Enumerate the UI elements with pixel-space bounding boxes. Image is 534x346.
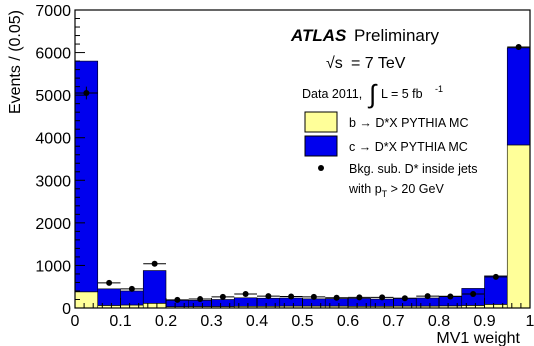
x-tick-label-1: 0.1 [109, 313, 131, 330]
data-point-0 [83, 90, 90, 97]
y-tick-label-1: 1000 [35, 258, 71, 275]
legend: b → D*X PYTHIA MC c → D*X PYTHIA MC Bkg.… [304, 111, 478, 199]
x-tick-label-9: 0.9 [473, 313, 495, 330]
legend-swatch-c [304, 135, 338, 157]
data-point-3 [151, 260, 158, 267]
bar-c-bin-3 [142, 270, 167, 304]
data-point-16 [447, 293, 454, 300]
data-point-18 [492, 273, 499, 280]
x-axis-title: MV1 weight [436, 330, 520, 346]
data-point-4 [174, 296, 181, 303]
legend-label-data-line1: Bkg. sub. D* inside jets [349, 162, 478, 176]
y-tick-label-0: 0 [62, 301, 71, 318]
lumi-integral: ∫ [367, 79, 378, 109]
bar-b-bin-19 [506, 144, 531, 309]
data-point-5 [197, 296, 204, 303]
legend-label-b: b → D*X PYTHIA MC [349, 116, 468, 130]
bar-c-bin-8 [256, 297, 281, 307]
y-tick-label-7: 7000 [35, 3, 71, 20]
x-tick-label-0: 0 [71, 313, 80, 330]
legend-label-c: c → D*X PYTHIA MC [349, 140, 468, 154]
legend-marker-data [318, 165, 324, 171]
x-tick-label-4: 0.4 [246, 313, 268, 330]
lumi-value: L = 5 fb [381, 87, 423, 101]
data-point-17 [470, 290, 477, 297]
bar-c-bin-18 [484, 275, 508, 305]
y-tick-label-2: 2000 [35, 216, 71, 233]
bar-c-bin-2 [120, 290, 144, 306]
luminosity-label: Data 2011, ∫ L = 5 fb -1 [302, 79, 443, 109]
data-point-1 [106, 279, 113, 286]
atlas-label: ATLAS Preliminary [290, 26, 440, 45]
bar-c-bin-10 [302, 298, 326, 307]
data-point-7 [242, 290, 249, 297]
y-tick-label-5: 5000 [35, 88, 71, 105]
ticks-layer: 0 0.1 0.2 0.3 0.4 0.5 0.6 0.7 0.8 0.9 1 0 1000 2000 30… [35, 3, 534, 330]
data-point-13 [379, 294, 386, 301]
y-tick-label-3: 3000 [35, 173, 71, 190]
data-point-8 [265, 293, 272, 300]
bar-c-bin-1 [97, 288, 121, 306]
energy-sqrt-s: √s [326, 55, 343, 72]
data-point-6 [219, 293, 226, 300]
x-tick-label-8: 0.8 [428, 313, 450, 330]
data-point-14 [401, 295, 408, 302]
x-tick-label-3: 0.3 [200, 313, 222, 330]
bars-layer [74, 47, 531, 309]
legend-label-data-line2: with pT > 20 GeV [348, 182, 444, 199]
x-tick-label-6: 0.6 [337, 313, 359, 330]
legend-swatch-b [304, 111, 338, 133]
data-points-layer [75, 44, 530, 303]
x-tick-label-10: 1 [526, 313, 534, 330]
atlas-label-preliminary: Preliminary [354, 26, 440, 45]
y-axis-title: Events / (0.05) [7, 10, 24, 114]
data-point-15 [424, 293, 431, 300]
data-point-10 [310, 293, 317, 300]
lumi-exponent: -1 [435, 84, 443, 94]
y-tick-label-6: 6000 [35, 46, 71, 63]
bar-c-bin-6 [211, 299, 235, 307]
data-point-12 [356, 294, 363, 301]
energy-label: √s = 7 TeV [326, 55, 406, 72]
data-point-11 [333, 294, 340, 301]
bar-c-bin-15 [415, 297, 440, 307]
data-point-2 [128, 285, 135, 292]
x-tick-label-7: 0.7 [382, 313, 404, 330]
lumi-prefix: Data 2011, [302, 87, 362, 101]
x-tick-label-5: 0.5 [291, 313, 313, 330]
bar-b-bin-3 [142, 303, 167, 309]
data-point-9 [288, 293, 295, 300]
energy-value: = 7 TeV [351, 55, 406, 72]
bar-c-bin-7 [233, 297, 258, 307]
bar-c-bin-19 [506, 47, 531, 146]
atlas-label-bold: ATLAS [290, 26, 347, 45]
data-point-19 [515, 44, 522, 51]
x-tick-label-2: 0.2 [155, 313, 177, 330]
y-tick-label-4: 4000 [35, 131, 71, 148]
